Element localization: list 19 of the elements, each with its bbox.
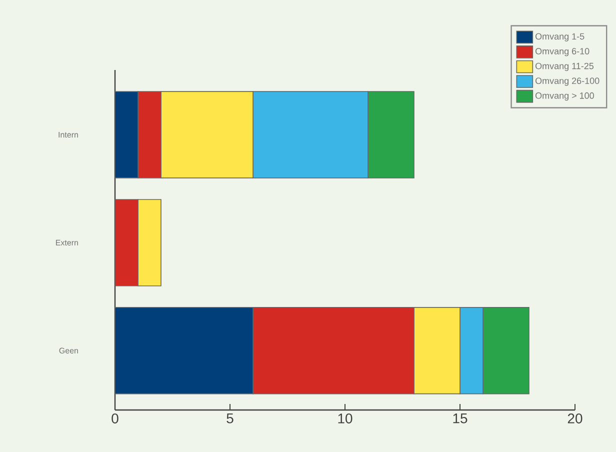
- y-tick-label: Geen: [59, 348, 78, 354]
- legend-label: Omvang 6-10: [535, 48, 590, 56]
- y-tick-label: Intern: [58, 132, 78, 138]
- bar: [252, 307, 414, 394]
- legend-label: Omvang 11-25: [535, 62, 594, 71]
- bar: [138, 91, 162, 178]
- bar: [115, 199, 138, 286]
- x-tick-label: 10: [338, 414, 352, 424]
- x-tick-label: 15: [453, 414, 468, 424]
- legend-label: Omvang 26-100: [535, 78, 600, 86]
- bar: [115, 307, 254, 394]
- x-tick-label: 5: [226, 414, 234, 424]
- x-tick-label: 0: [112, 414, 118, 424]
- legend-label: Omvang > 100: [535, 92, 594, 101]
- y-tick-label: Extern: [56, 240, 78, 246]
- x-tick-label: 20: [568, 414, 582, 424]
- bar: [138, 199, 162, 286]
- bar: [115, 91, 138, 178]
- legend-label: Omvang 1-5: [535, 33, 584, 42]
